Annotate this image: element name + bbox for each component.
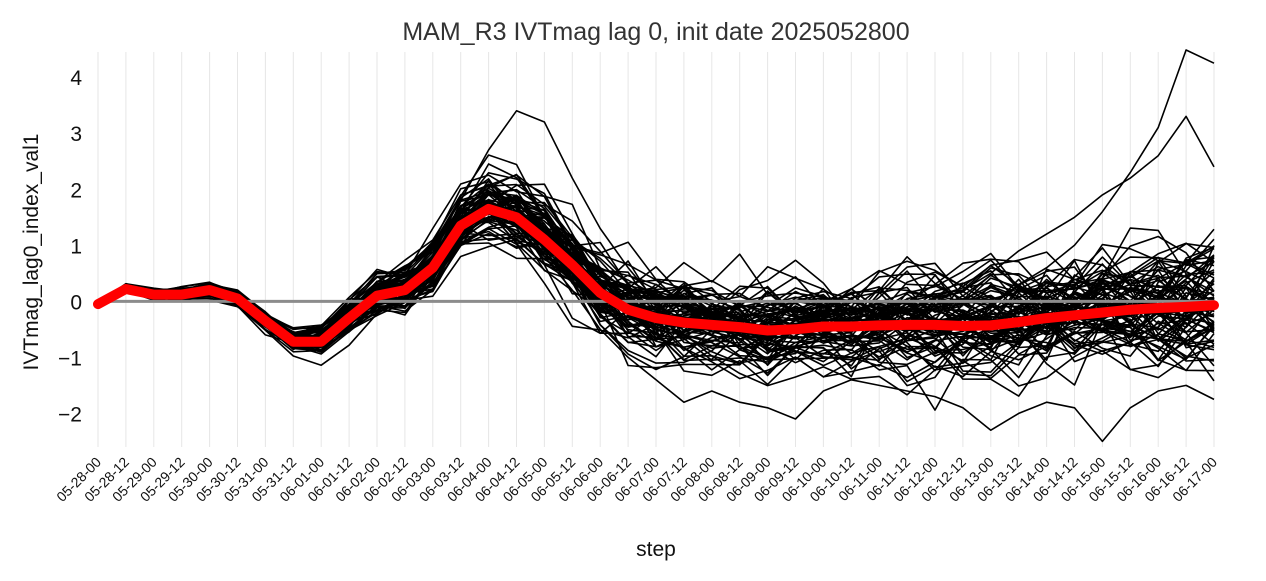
x-axis-ticks: 05-28-0005-28-1205-29-0005-29-1205-30-00… [53,454,1220,505]
y-axis-label: IVTmag_lag0_index_val1 [20,134,43,371]
ensemble-mean-line [93,203,1219,347]
chart-title: MAM_R3 IVTmag lag 0, init date 202505280… [402,18,909,46]
y-tick-label: 0 [70,291,82,314]
y-tick-label: −1 [58,347,82,370]
vertical-grid [97,52,1215,447]
y-tick-label: 1 [70,235,82,258]
y-tick-label: 3 [70,123,82,146]
y-tick-label: 2 [70,179,82,202]
y-tick-label: −2 [58,403,82,426]
y-axis-ticks: −2 −1 0 1 2 3 4 [58,67,82,426]
x-axis-label: step [636,538,676,561]
y-tick-label: 4 [70,67,82,90]
ensemble-member-line [97,180,1215,339]
ensemble-mean [93,203,1219,347]
